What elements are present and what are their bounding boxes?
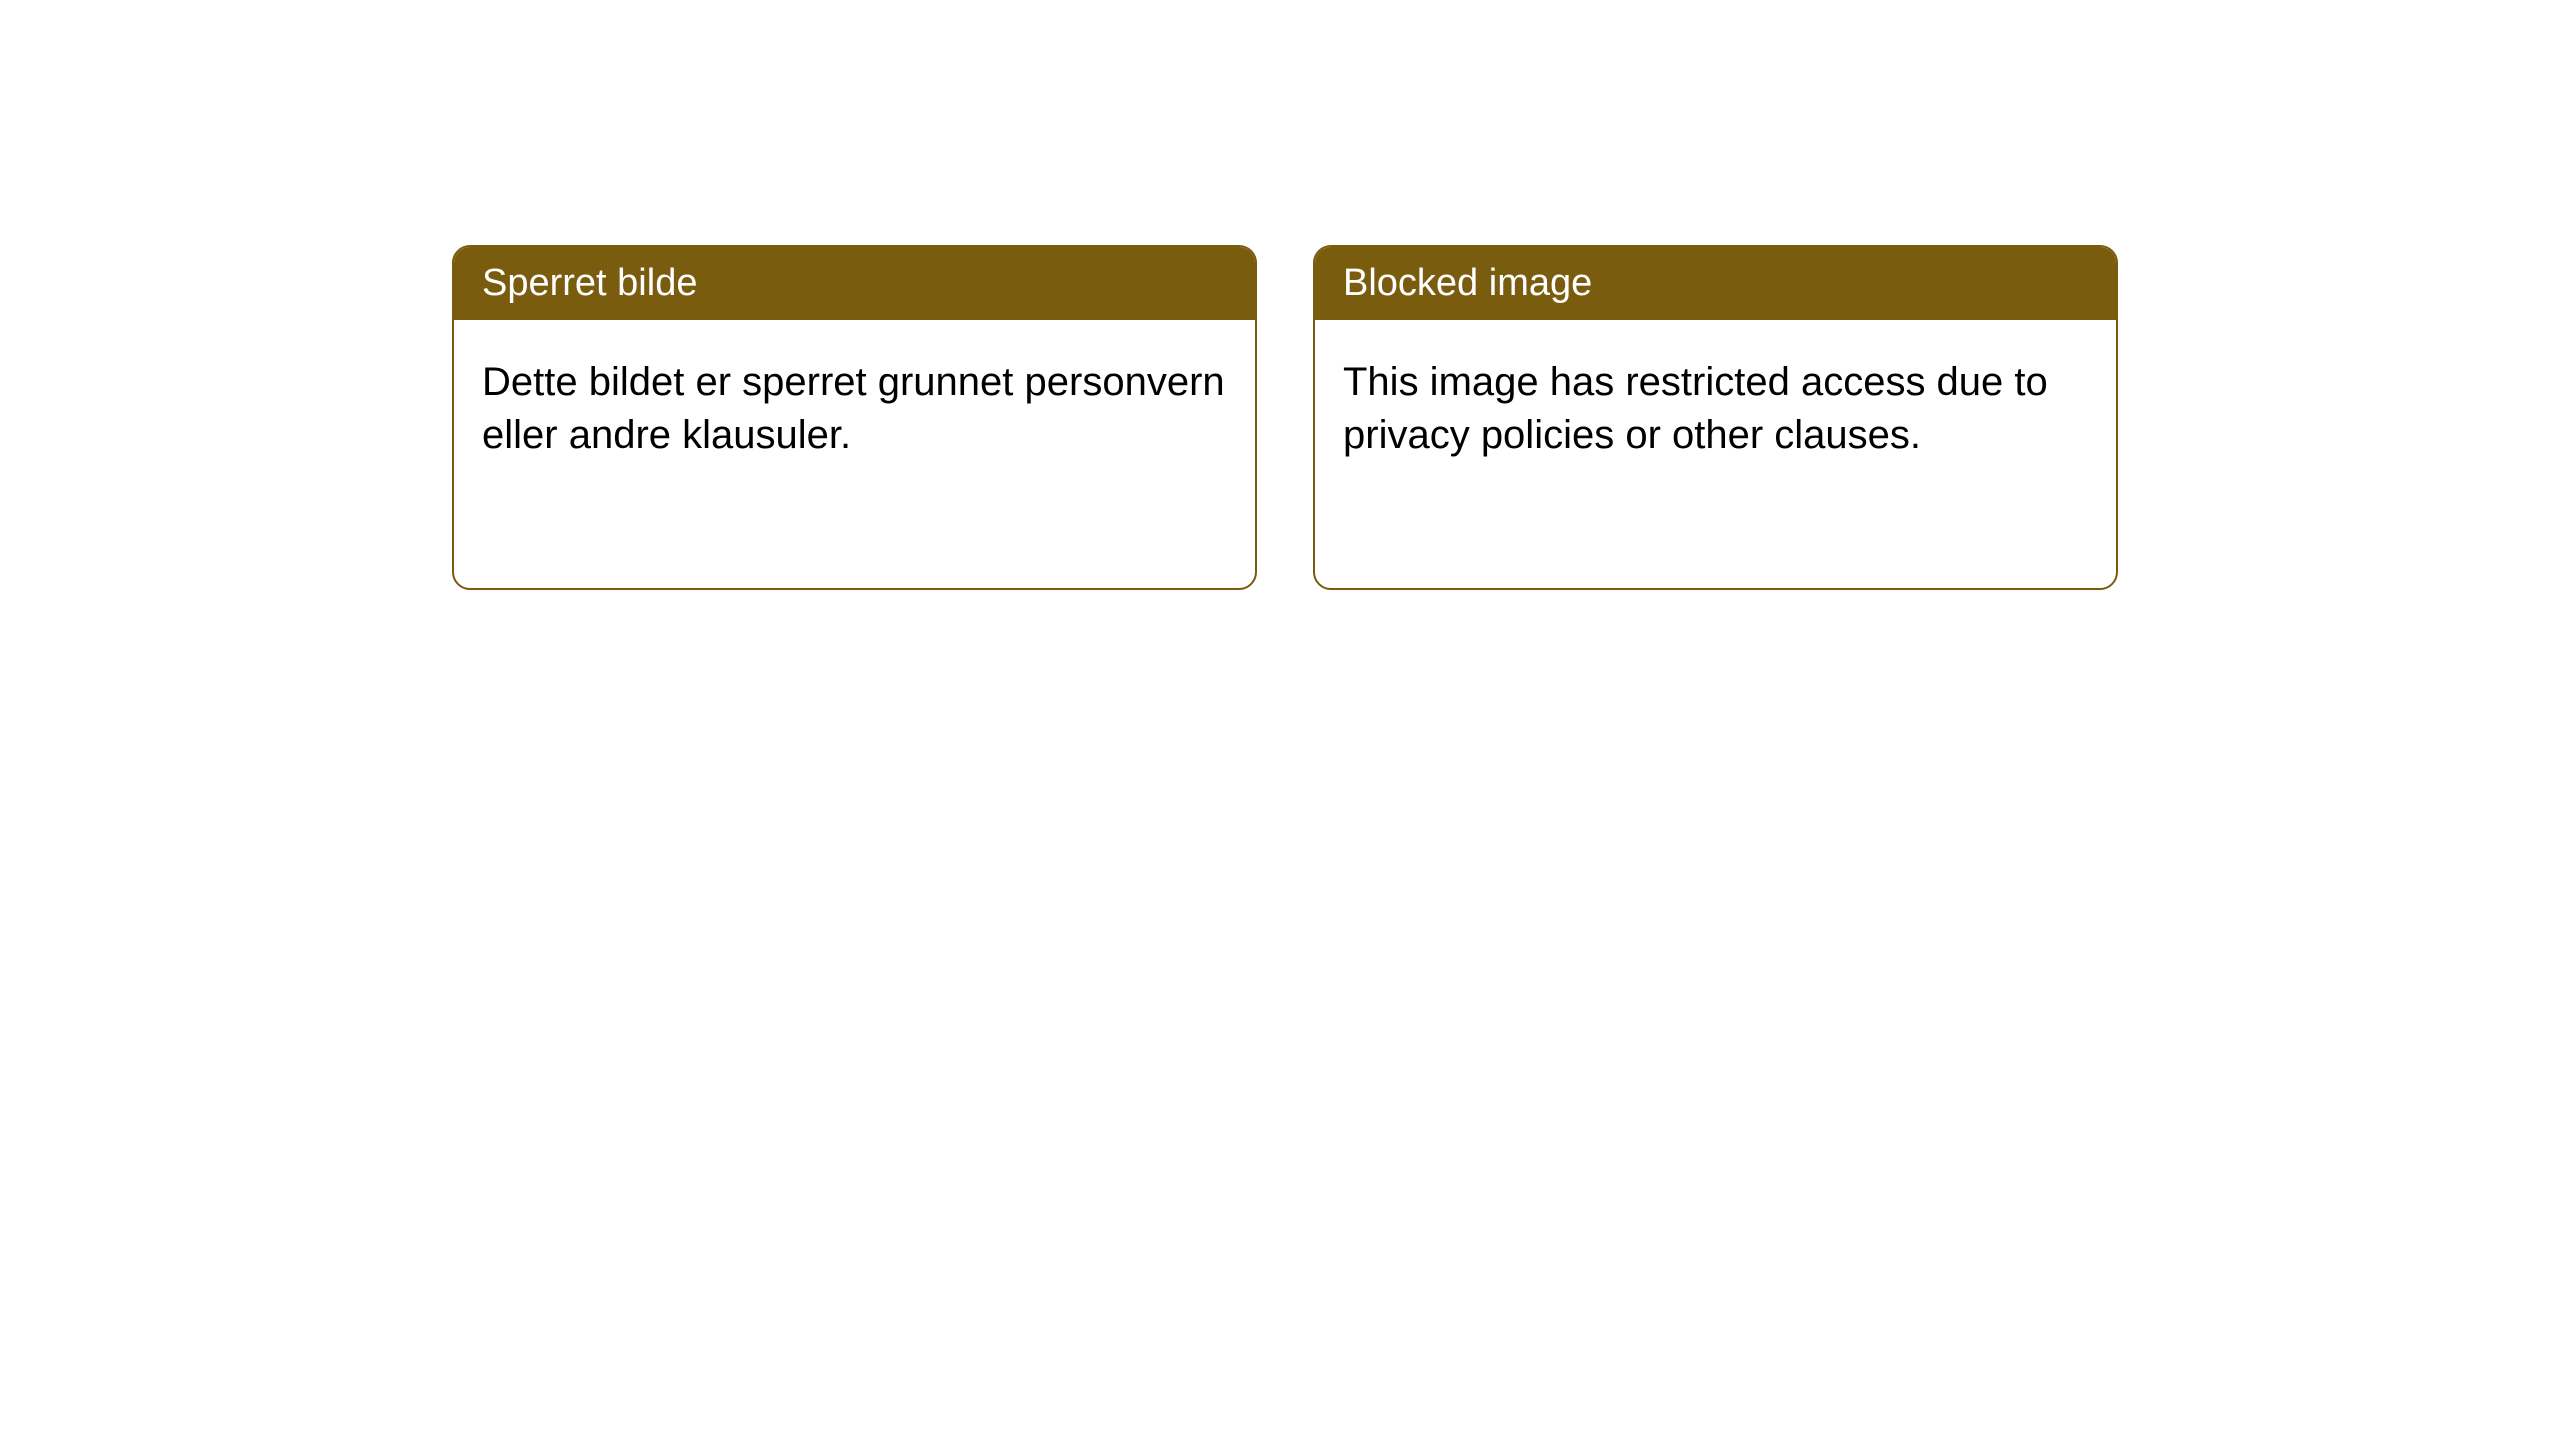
card-body-text: This image has restricted access due to … bbox=[1343, 360, 2048, 457]
card-body-text: Dette bildet er sperret grunnet personve… bbox=[482, 360, 1225, 457]
blocked-image-cards: Sperret bilde Dette bildet er sperret gr… bbox=[452, 245, 2118, 590]
card-title: Sperret bilde bbox=[482, 262, 697, 304]
card-title: Blocked image bbox=[1343, 262, 1592, 304]
blocked-image-card-no: Sperret bilde Dette bildet er sperret gr… bbox=[452, 245, 1257, 590]
card-body: Dette bildet er sperret grunnet personve… bbox=[454, 320, 1255, 588]
card-header: Blocked image bbox=[1315, 247, 2116, 320]
blocked-image-card-en: Blocked image This image has restricted … bbox=[1313, 245, 2118, 590]
card-header: Sperret bilde bbox=[454, 247, 1255, 320]
card-body: This image has restricted access due to … bbox=[1315, 320, 2116, 588]
